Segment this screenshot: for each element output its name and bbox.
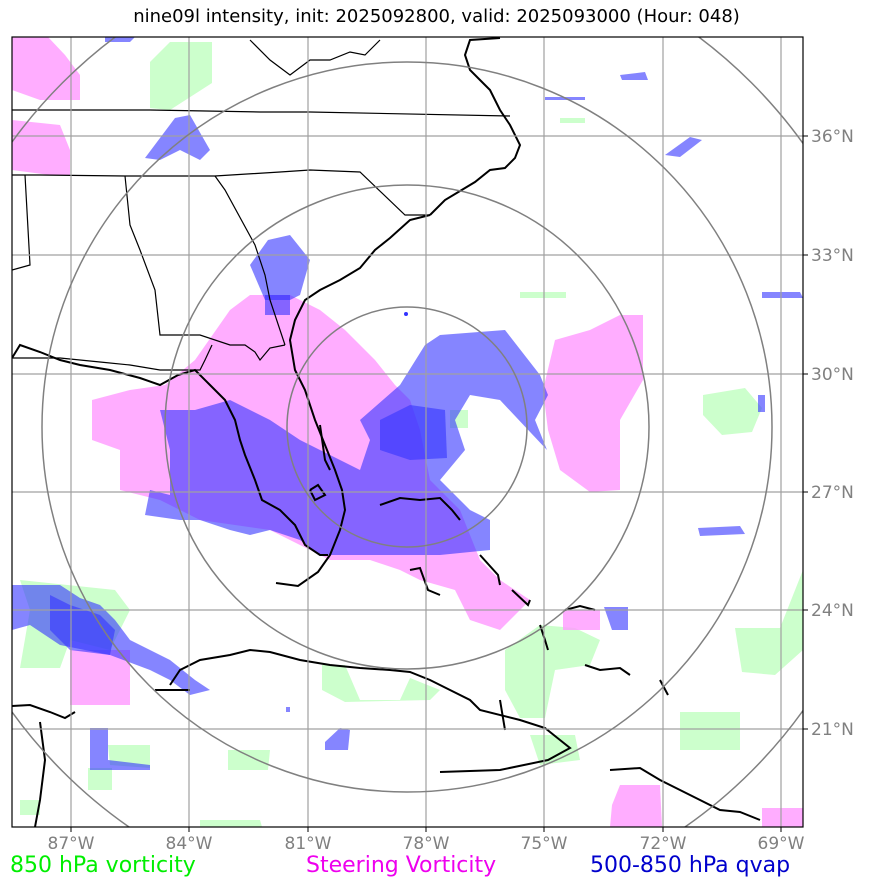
- qvap-500-850-field: [12, 37, 803, 770]
- lon-label: 72°W: [640, 834, 687, 854]
- lon-label: 84°W: [166, 834, 213, 854]
- lon-label: 81°W: [285, 834, 332, 854]
- lon-label: 87°W: [48, 834, 95, 854]
- coastlines: [12, 39, 511, 371]
- map-title: nine09l intensity, init: 2025092800, val…: [133, 6, 740, 27]
- coastlines-thick: [12, 37, 761, 827]
- legend-qvap: 500-850 hPa qvap: [590, 853, 791, 878]
- lat-label: 30°N: [811, 365, 854, 385]
- lon-label: 69°W: [758, 834, 805, 854]
- lat-label: 36°N: [811, 127, 854, 147]
- map-frame: [11, 36, 804, 828]
- lat-label: 24°N: [811, 601, 854, 621]
- lat-label: 33°N: [811, 246, 854, 266]
- lon-label: 78°W: [403, 834, 450, 854]
- storm-center: [404, 312, 408, 316]
- legend-steering-vorticity: Steering Vorticity: [306, 853, 497, 878]
- lon-label: 75°W: [521, 834, 568, 854]
- lat-label: 21°N: [811, 720, 854, 740]
- legend-850-vorticity: 850 hPa vorticity: [10, 853, 196, 878]
- lat-label: 27°N: [811, 483, 854, 503]
- graticule: [12, 37, 803, 827]
- tick-marks: [70, 135, 808, 832]
